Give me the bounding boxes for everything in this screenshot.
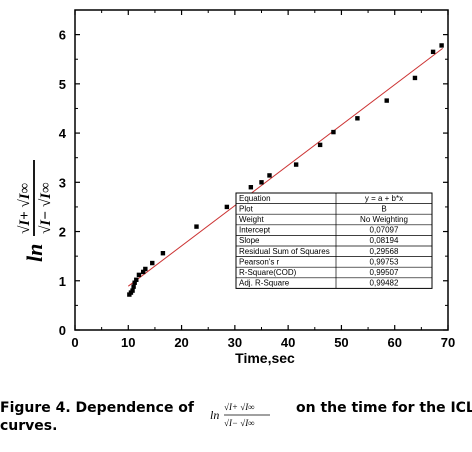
fit-line <box>127 48 443 287</box>
data-point <box>293 162 299 167</box>
figure-caption: Figure 4. Dependence of curves. ln √I+ √… <box>0 398 472 446</box>
data-point <box>430 49 436 55</box>
data-point <box>259 180 264 185</box>
x-tick-label: 50 <box>334 335 348 350</box>
stats-table-label: Plot <box>239 204 254 213</box>
chart-figure: ln √I+ √I∞ √I− √I∞ Time,sec 0 10 20 30 40 50 6… <box>17 9 455 366</box>
data-point <box>141 269 146 275</box>
stats-table-value: 0,99507 <box>370 268 399 277</box>
caption-formula: ln √I+ √I∞ √I− √I∞ <box>210 402 270 428</box>
x-tick-label: 10 <box>121 335 135 350</box>
stats-table: Equation y = a + b*x Plot B Weight No Weighti… <box>235 192 433 289</box>
stats-table-label: Pearson's r <box>239 257 280 266</box>
y-tick-label: 3 <box>59 175 66 190</box>
x-tick-label: 30 <box>228 335 242 350</box>
stats-table-label: Weight <box>239 215 265 224</box>
y-tick-label: 2 <box>59 225 66 240</box>
data-point <box>143 266 148 272</box>
stats-table-value: 0,99753 <box>370 257 399 266</box>
x-tick-label: 60 <box>387 335 401 350</box>
data-point <box>355 116 360 121</box>
x-tick-label: 70 <box>441 335 455 350</box>
y-axis-label-prefix: ln <box>22 244 47 262</box>
caption-text-part2: curves. <box>0 418 58 434</box>
data-point <box>131 284 136 289</box>
y-axis-label-denominator: √I− √I∞ <box>38 182 54 234</box>
y-tick-label: 1 <box>59 274 66 289</box>
data-point <box>134 277 139 282</box>
y-tick-label: 4 <box>59 126 67 141</box>
data-point <box>194 224 199 229</box>
x-tick-label: 0 <box>71 335 78 350</box>
y-tick-label: 5 <box>59 77 66 92</box>
data-point <box>384 98 389 103</box>
data-point <box>439 43 444 48</box>
plot-area: 0 10 20 30 40 50 60 70 0 1 2 3 4 5 6 Equation y = a + b*… <box>59 9 455 350</box>
data-point <box>150 260 155 266</box>
caption-formula-prefix: ln <box>210 408 219 422</box>
y-axis-label-numerator: √I+ √I∞ <box>17 183 33 234</box>
stats-table-label: Slope <box>239 236 260 245</box>
x-tick-label: 20 <box>174 335 188 350</box>
data-point <box>130 288 135 293</box>
stats-table-label: Intercept <box>239 226 271 235</box>
stats-table-label: Equation <box>239 194 271 203</box>
stats-table-label: Adj. R-Square <box>239 279 290 288</box>
stats-table-value: 0,29568 <box>370 247 399 256</box>
stats-table-label: R-Square(COD) <box>239 268 297 277</box>
stats-table-label: Residual Sum of Squares <box>239 247 330 256</box>
stats-table-value: 0,08194 <box>370 236 399 245</box>
stats-table-border <box>235 192 433 289</box>
y-tick-label: 6 <box>59 28 66 43</box>
caption-formula-denominator: √I− √I∞ <box>224 418 255 428</box>
data-point <box>136 272 142 278</box>
data-point <box>224 204 230 210</box>
data-point <box>412 75 418 81</box>
data-point <box>317 142 323 148</box>
stats-table-value: y = a + b*x <box>365 194 403 203</box>
stats-table-value: 0,07097 <box>370 226 399 235</box>
caption-text-part3: on the time for the ICL <box>296 400 472 416</box>
data-point <box>331 129 336 135</box>
stats-table-value: B <box>381 204 386 213</box>
x-axis-title: Time,sec <box>235 350 295 366</box>
data-point <box>160 251 166 256</box>
data-point <box>248 185 254 190</box>
stats-table-value: No Weighting <box>360 215 408 224</box>
caption-formula-numerator: √I+ √I∞ <box>224 402 255 412</box>
data-point <box>132 280 137 285</box>
stats-table-value: 0,99482 <box>370 279 399 288</box>
y-axis-label: ln √I+ √I∞ √I− √I∞ <box>17 160 54 262</box>
data-point <box>267 173 272 178</box>
caption-text-part1: Figure 4. Dependence of <box>0 400 195 416</box>
y-tick-label: 0 <box>59 323 66 338</box>
x-tick-label: 40 <box>281 335 295 350</box>
